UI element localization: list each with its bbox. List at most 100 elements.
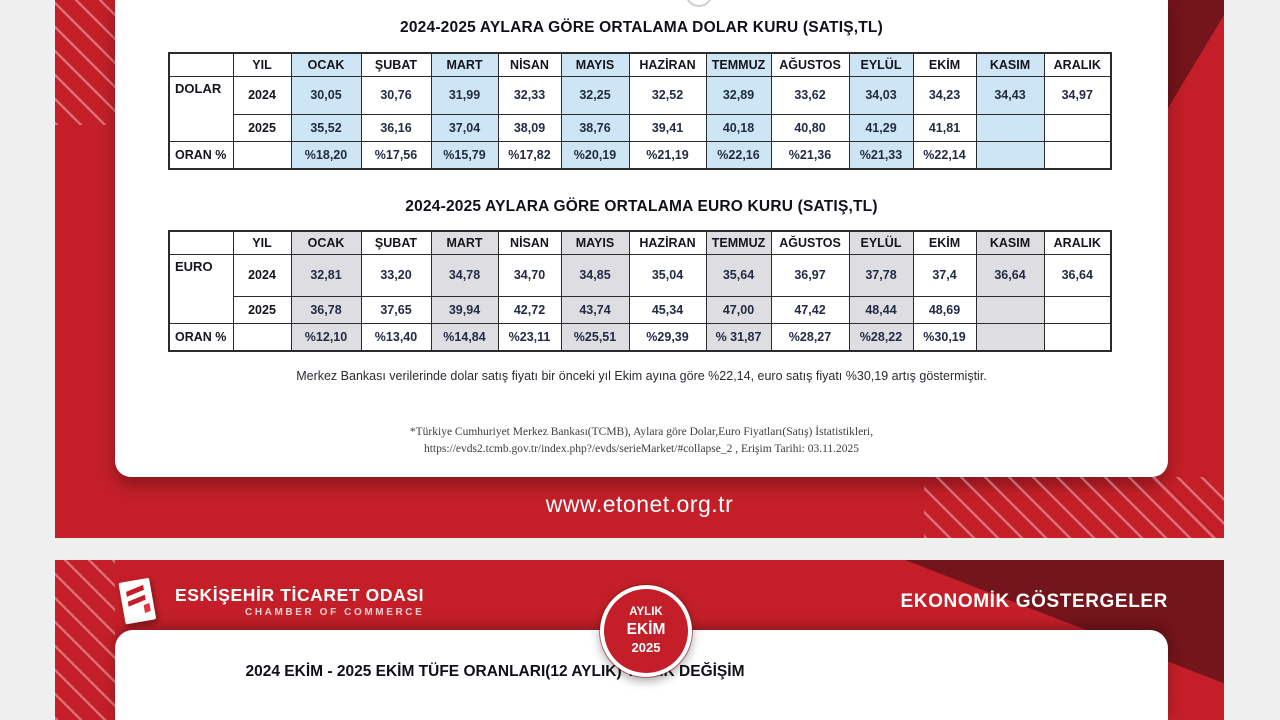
rate-value-cell: 38,09 — [497, 113, 562, 142]
brand-text: ESKİŞEHİR TİCARET ODASI CHAMBER OF COMME… — [175, 584, 425, 618]
rate-value-cell: 34,97 — [1043, 75, 1112, 115]
oran-row-label: ORAN % — [168, 322, 234, 352]
rate-value-cell: 37,65 — [360, 295, 432, 324]
month-header: EKİM — [912, 230, 977, 255]
exchange-rates-slide: 2024-2025 AYLARA GÖRE ORTALAMA DOLAR KUR… — [55, 0, 1224, 538]
rate-value-cell: 42,72 — [497, 295, 562, 324]
oran-value-cell: %22,16 — [705, 140, 772, 170]
decor-stripes-footer — [924, 477, 1224, 538]
month-header: ŞUBAT — [360, 230, 432, 255]
oran-value-cell: %22,14 — [912, 140, 977, 170]
rate-value-cell: 37,78 — [848, 253, 914, 297]
oran-value-cell: %14,84 — [430, 322, 499, 352]
rate-value-cell: 34,78 — [430, 253, 499, 297]
dolar-table-title: 2024-2025 AYLARA GÖRE ORTALAMA DOLAR KUR… — [400, 19, 883, 36]
decor-badge-sliver — [685, 0, 713, 7]
tufe-section-heading: 2024 EKİM - 2025 EKİM TÜFE ORANLARI(12 A… — [245, 663, 745, 680]
oran-value-cell: %23,11 — [497, 322, 562, 352]
oran-value-cell: %21,36 — [770, 140, 850, 170]
badge-period-label: AYLIK — [629, 606, 663, 619]
rate-value-cell: 32,52 — [628, 75, 707, 115]
rate-value-cell: 47,42 — [770, 295, 850, 324]
rate-value-cell: 41,81 — [912, 113, 977, 142]
rate-value-cell: 30,05 — [290, 75, 362, 115]
rate-value-cell: 30,76 — [360, 75, 432, 115]
rate-value-cell: 43,74 — [560, 295, 630, 324]
website-url-link[interactable]: www.etonet.org.tr — [545, 491, 734, 517]
rate-value-cell: 34,03 — [848, 75, 914, 115]
month-header: EYLÜL — [848, 52, 914, 77]
month-badge: AYLIK EKİM 2025 — [600, 585, 692, 677]
year-column-header: YIL — [232, 52, 292, 77]
rate-value-cell: 45,34 — [628, 295, 707, 324]
rate-value-cell: 37,04 — [430, 113, 499, 142]
month-header: OCAK — [290, 52, 362, 77]
rate-value-cell: 47,00 — [705, 295, 772, 324]
oran-blank-cell — [232, 140, 292, 170]
corner-cell — [168, 52, 234, 77]
rate-value-cell: 32,25 — [560, 75, 630, 115]
oran-value-cell — [1043, 140, 1112, 170]
rate-value-cell: 34,43 — [975, 75, 1045, 115]
oran-value-cell — [975, 140, 1045, 170]
oran-value-cell — [975, 322, 1045, 352]
month-header: NİSAN — [497, 52, 562, 77]
source-footnote-line1: *Türkiye Cumhuriyet Merkez Bankası(TCMB)… — [409, 426, 874, 438]
year-cell: 2024 — [232, 75, 292, 115]
month-header: MART — [430, 52, 499, 77]
brand-title: ESKİŞEHİR TİCARET ODASI — [175, 584, 425, 605]
eto-logo-icon — [118, 578, 156, 625]
month-header: OCAK — [290, 230, 362, 255]
rate-value-cell: 35,64 — [705, 253, 772, 297]
rate-value-cell: 35,04 — [628, 253, 707, 297]
decor-stripes-left-bottom — [55, 560, 115, 720]
eto-logo: ESKİŞEHİR TİCARET ODASI CHAMBER OF COMME… — [115, 576, 424, 628]
oran-value-cell — [1043, 322, 1112, 352]
economic-indicators-slide: ESKİŞEHİR TİCARET ODASI CHAMBER OF COMME… — [55, 560, 1224, 720]
rate-value-cell: 38,76 — [560, 113, 630, 142]
month-header: HAZİRAN — [628, 230, 707, 255]
month-header: KASIM — [975, 230, 1045, 255]
source-footnote-line2: https://evds2.tcmb.gov.tr/index.php?/evd… — [423, 443, 860, 456]
month-header: MAYIS — [560, 230, 630, 255]
rate-value-cell — [975, 295, 1045, 324]
rate-value-cell — [975, 113, 1045, 142]
corner-cell — [168, 230, 234, 255]
oran-blank-cell — [232, 322, 292, 352]
rate-value-cell: 34,85 — [560, 253, 630, 297]
month-header: KASIM — [975, 52, 1045, 77]
rate-value-cell: 33,62 — [770, 75, 850, 115]
month-header: ARALIK — [1043, 230, 1112, 255]
oran-value-cell: %17,82 — [497, 140, 562, 170]
month-header: TEMMUZ — [705, 52, 772, 77]
rate-value-cell: 36,97 — [770, 253, 850, 297]
rate-value-cell: 32,89 — [705, 75, 772, 115]
decor-corner-triangle — [1168, 0, 1224, 108]
month-header: EKİM — [912, 52, 977, 77]
dolar-table: YIL OCAK ŞUBAT MART NİSAN MAYIS HAZİRAN TEMMUZ A… — [168, 52, 1112, 170]
oran-value-cell: %13,40 — [360, 322, 432, 352]
rate-value-cell — [1043, 295, 1112, 324]
rate-value-cell: 34,23 — [912, 75, 977, 115]
rate-value-cell: 39,41 — [628, 113, 707, 142]
oran-value-cell: %20,19 — [560, 140, 630, 170]
rate-value-cell: 36,16 — [360, 113, 432, 142]
rate-value-cell: 48,44 — [848, 295, 914, 324]
oran-value-cell: %28,27 — [770, 322, 850, 352]
rate-value-cell: 34,70 — [497, 253, 562, 297]
oran-value-cell: %25,51 — [560, 322, 630, 352]
oran-value-cell: %12,10 — [290, 322, 362, 352]
currency-label: EURO — [168, 253, 234, 324]
rate-value-cell: 32,33 — [497, 75, 562, 115]
oran-value-cell: %28,22 — [848, 322, 914, 352]
oran-value-cell: %29,39 — [628, 322, 707, 352]
oran-row-label: ORAN % — [168, 140, 234, 170]
month-header: ŞUBAT — [360, 52, 432, 77]
rate-value-cell: 36,64 — [1043, 253, 1112, 297]
rate-value-cell: 33,20 — [360, 253, 432, 297]
month-header: AĞUSTOS — [770, 52, 850, 77]
month-header: TEMMUZ — [705, 230, 772, 255]
rate-value-cell: 40,18 — [705, 113, 772, 142]
oran-value-cell: %21,33 — [848, 140, 914, 170]
